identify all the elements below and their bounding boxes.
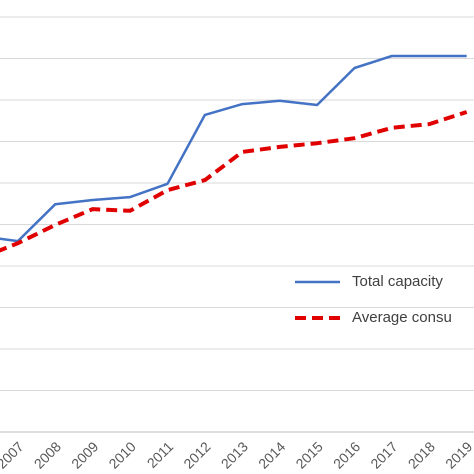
x-tick-label: 2012 [180,438,213,471]
x-tick-label: 2013 [218,438,251,471]
x-tick-label: 2019 [442,438,474,471]
x-tick-label: 2014 [255,438,288,471]
x-tick-label: 2010 [105,438,138,471]
x-tick-label: 2017 [367,438,400,471]
legend-label: Total capacity [352,273,443,290]
x-tick-label: 2009 [68,438,101,471]
series-line [0,110,468,253]
series-line [0,54,467,243]
x-tick-label: 2015 [292,438,325,471]
x-tick-label: 2018 [405,438,438,471]
legend-label: Average consu [352,309,452,326]
x-tick-label: 2011 [144,438,177,471]
x-tick-label: 2007 [0,438,27,471]
x-tick-label: 2008 [31,438,64,471]
x-tick-label: 2016 [330,438,363,471]
